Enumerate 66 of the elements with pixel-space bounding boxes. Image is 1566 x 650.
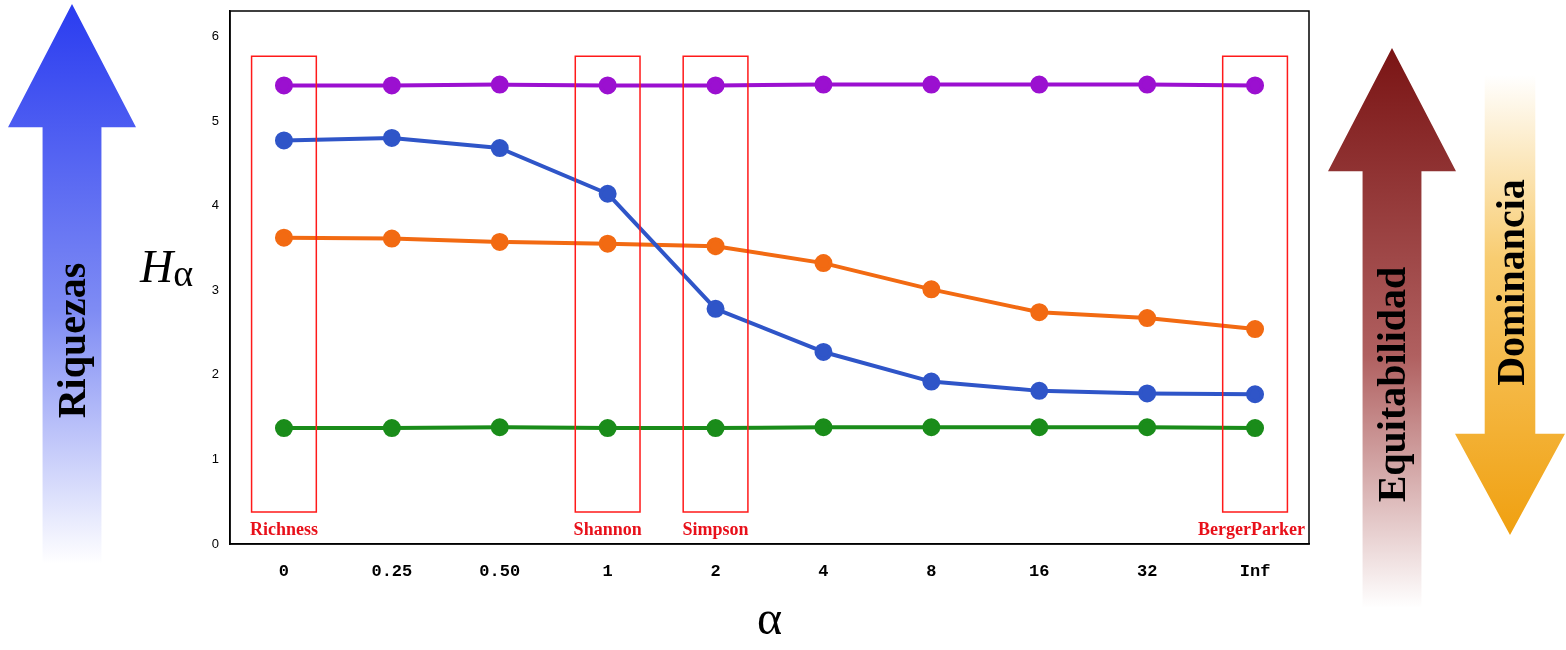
point xyxy=(1138,309,1157,328)
point xyxy=(814,75,833,94)
y-tick-label: 4 xyxy=(211,197,219,213)
point xyxy=(490,75,509,94)
point xyxy=(274,228,293,247)
point xyxy=(1138,418,1157,437)
point xyxy=(1246,76,1265,95)
x-tick-label: 0 xyxy=(278,562,290,582)
x-tick-label: Inf xyxy=(1239,562,1271,582)
point xyxy=(706,76,725,95)
point xyxy=(1246,320,1265,339)
point xyxy=(1030,418,1049,437)
point xyxy=(706,237,725,256)
annotation: Shannon xyxy=(573,519,642,540)
point xyxy=(598,419,617,438)
point xyxy=(1246,385,1265,404)
point xyxy=(274,419,293,438)
point xyxy=(1138,384,1157,403)
point xyxy=(598,184,617,203)
text: Dominancia xyxy=(1486,178,1534,386)
x-tick-label: 4 xyxy=(818,562,829,582)
point xyxy=(490,139,509,158)
point xyxy=(1030,381,1049,400)
point xyxy=(382,419,401,438)
point xyxy=(382,76,401,95)
point xyxy=(706,299,725,318)
point xyxy=(274,131,293,150)
point xyxy=(922,75,941,94)
point xyxy=(1246,419,1265,438)
y-tick-label: 0 xyxy=(211,535,219,551)
point xyxy=(922,418,941,437)
point xyxy=(1138,75,1157,94)
x-tick-label: 1 xyxy=(602,562,613,582)
point xyxy=(814,342,833,361)
y-tick-label: 2 xyxy=(211,366,219,382)
annotation: BergerParker xyxy=(1198,519,1306,540)
annotation: Richness xyxy=(249,519,318,540)
point xyxy=(814,418,833,437)
y-tick-label: 3 xyxy=(211,281,219,297)
y-axis-title: H$_{α}$ xyxy=(140,240,194,295)
y-tick-label: 5 xyxy=(211,112,219,128)
x-tick-label: 0.25 xyxy=(371,562,413,582)
point xyxy=(922,372,941,391)
point xyxy=(1030,303,1049,322)
point xyxy=(814,254,833,273)
x-tick-label: 16 xyxy=(1029,562,1050,582)
x-tick-label: 0.50 xyxy=(479,562,521,582)
point xyxy=(490,418,509,437)
point xyxy=(274,76,293,95)
point xyxy=(382,229,401,248)
point xyxy=(598,234,617,253)
y-tick-label: 1 xyxy=(211,450,219,466)
x-tick-label: 8 xyxy=(926,562,937,582)
point xyxy=(922,280,941,299)
x-tick-label: 2 xyxy=(710,562,721,582)
point xyxy=(1030,75,1049,94)
x-tick-label: 32 xyxy=(1136,562,1158,582)
point xyxy=(382,128,401,147)
x-axis-title: α xyxy=(756,590,783,644)
point xyxy=(706,419,725,438)
point xyxy=(598,76,617,95)
text: Equitabilidad xyxy=(1368,266,1416,502)
y-tick-label: 6 xyxy=(211,27,219,43)
annotation: Simpson xyxy=(682,519,749,540)
point xyxy=(490,232,509,251)
text: Riquezas xyxy=(48,262,96,418)
